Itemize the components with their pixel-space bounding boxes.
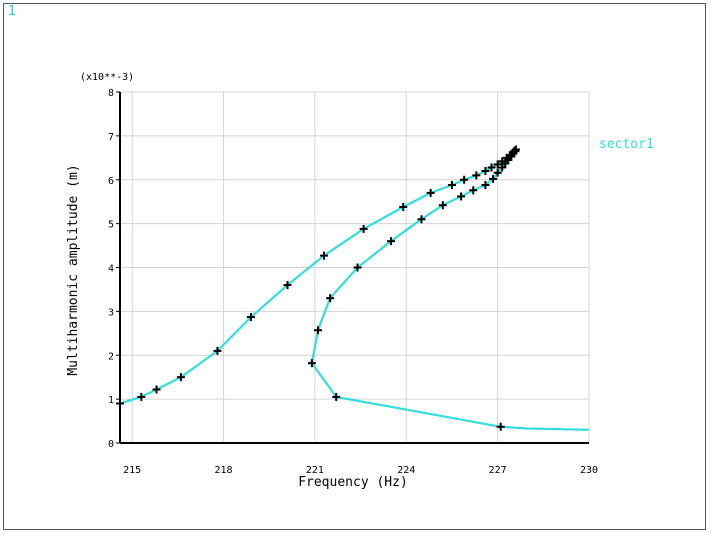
y-tick-label: 5 xyxy=(108,220,114,231)
data-point-marker xyxy=(176,373,185,382)
data-point-marker xyxy=(213,346,222,355)
data-point-marker xyxy=(469,186,478,195)
data-point-marker xyxy=(487,163,496,172)
y-tick-label: 2 xyxy=(108,351,114,362)
data-point-marker xyxy=(246,313,255,322)
data-point-marker xyxy=(313,326,322,335)
y-axis-label: Multiharmonic amplitude (m) xyxy=(66,164,81,375)
data-point-marker xyxy=(137,392,146,401)
data-point-marker xyxy=(359,224,368,233)
series-line-sector1 xyxy=(119,148,590,431)
data-point-marker xyxy=(399,202,408,211)
data-point-marker xyxy=(481,166,490,175)
y-tick-label: 1 xyxy=(108,395,114,406)
data-point-marker xyxy=(152,385,161,394)
y-tick-label: 6 xyxy=(108,176,114,187)
data-point-marker xyxy=(493,168,502,177)
data-point-marker xyxy=(447,181,456,190)
x-tick-label: 227 xyxy=(489,465,507,476)
tick-labels: 0 1 2 3 4 5 6 7 8 215 218 221 224 227 230 xyxy=(108,88,598,476)
x-tick-label: 230 xyxy=(580,465,598,476)
data-point-marker xyxy=(438,201,447,210)
data-point-marker xyxy=(496,422,505,431)
data-point-marker xyxy=(460,175,469,184)
data-point-marker xyxy=(498,163,507,172)
data-point-marker xyxy=(426,188,435,197)
x-tick-label: 218 xyxy=(215,465,233,476)
y-tick-label: 4 xyxy=(108,264,114,275)
data-point-marker xyxy=(472,171,481,180)
axes xyxy=(116,91,589,444)
data-point-marker xyxy=(387,237,396,246)
series-layer xyxy=(116,145,590,431)
data-point-marker xyxy=(326,294,335,303)
x-tick-label: 221 xyxy=(306,465,324,476)
data-point-marker xyxy=(457,192,466,201)
data-point-marker xyxy=(417,215,426,224)
legend-series-name: sector1 xyxy=(599,137,654,152)
data-point-marker xyxy=(320,251,329,260)
window-number: 1 xyxy=(8,4,16,19)
data-point-marker xyxy=(493,160,502,169)
x-tick-label: 215 xyxy=(123,465,141,476)
data-point-marker xyxy=(353,263,362,272)
data-point-marker xyxy=(283,281,292,290)
y-multiplier-label: (x10**-3) xyxy=(80,72,134,83)
data-point-marker xyxy=(481,181,490,190)
x-axis-label: Frequency (Hz) xyxy=(298,475,408,490)
data-point-marker xyxy=(332,392,341,401)
y-tick-label: 3 xyxy=(108,307,114,318)
y-tick-label: 8 xyxy=(108,88,114,99)
data-point-marker xyxy=(489,174,498,183)
data-point-marker xyxy=(116,399,124,408)
y-tick-label: 0 xyxy=(108,439,114,450)
x-tick-label: 224 xyxy=(397,465,415,476)
data-point-marker xyxy=(307,359,316,368)
y-tick-label: 7 xyxy=(108,132,114,143)
